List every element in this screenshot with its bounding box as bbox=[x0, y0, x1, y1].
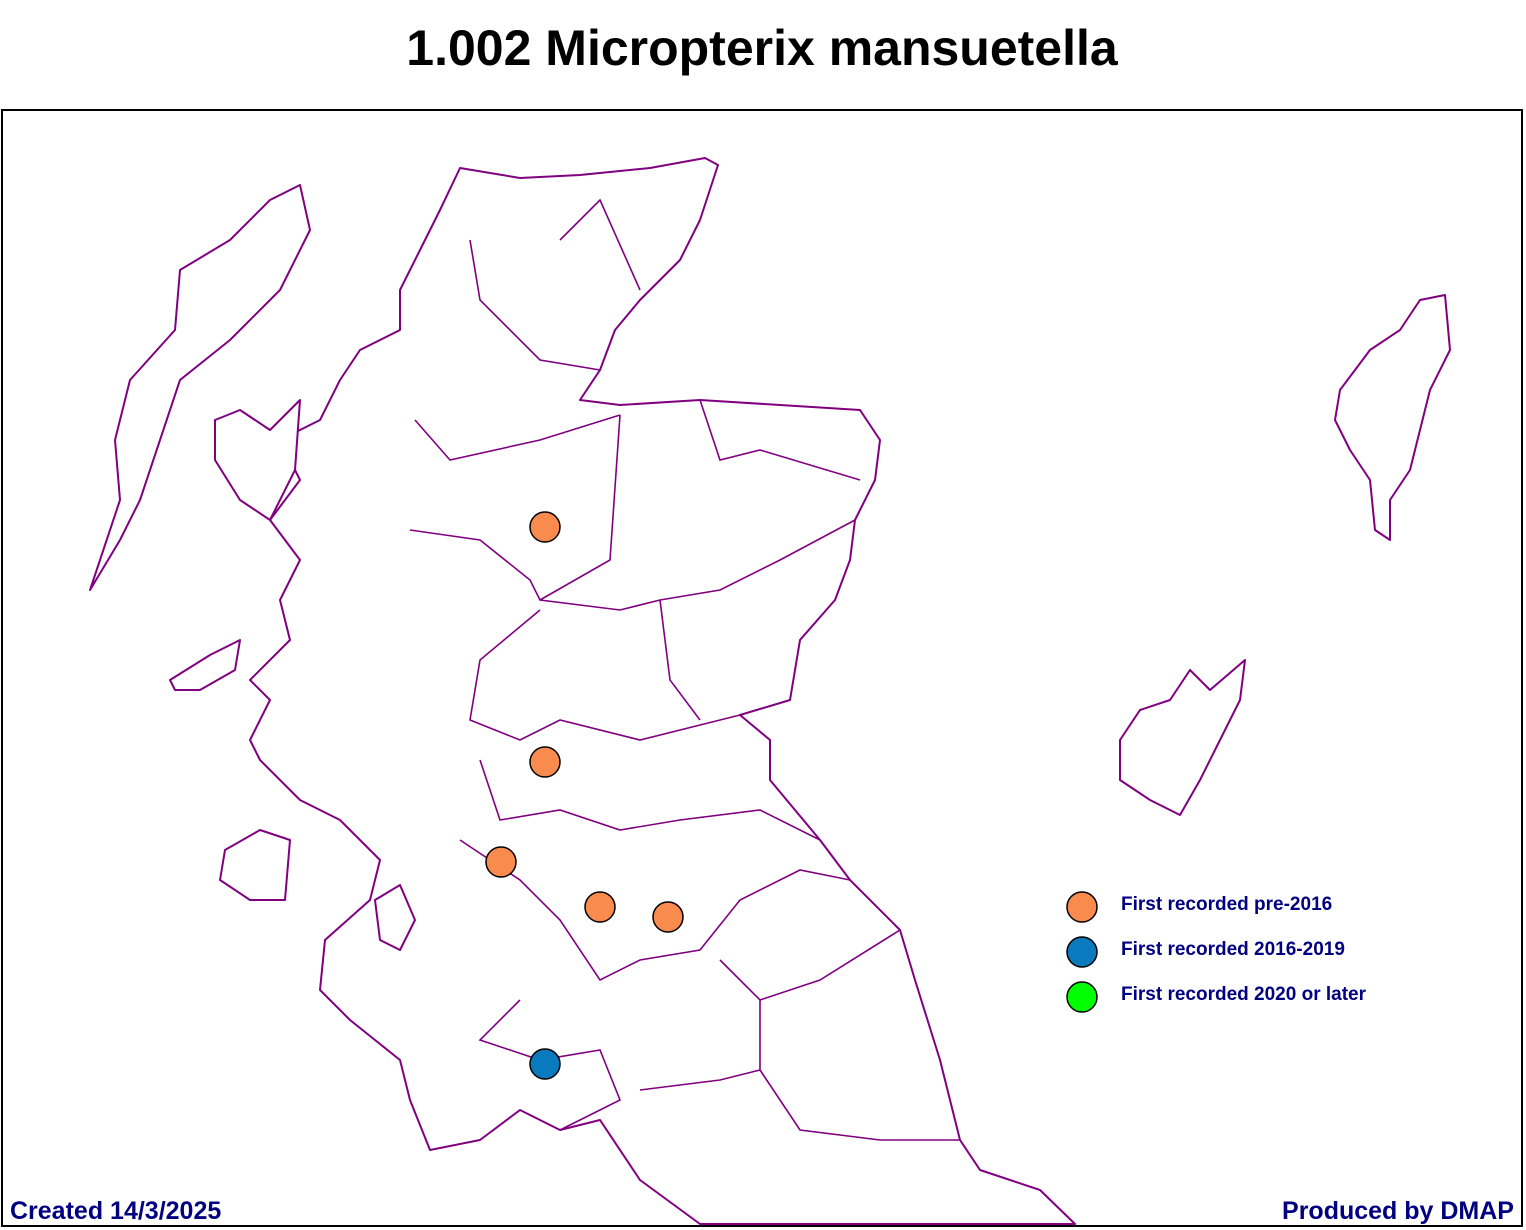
record-dot bbox=[529, 1048, 561, 1080]
skye bbox=[214, 399, 301, 521]
legend-swatch bbox=[1066, 981, 1098, 1013]
orkney bbox=[1119, 659, 1246, 816]
mainland bbox=[249, 157, 1076, 1225]
legend-swatch bbox=[1066, 936, 1098, 968]
legend-label: First recorded 2016-2019 bbox=[1121, 939, 1345, 960]
legend-swatch bbox=[1066, 891, 1098, 923]
producer-note: Produced by DMAP bbox=[1282, 1197, 1514, 1225]
arran bbox=[374, 884, 416, 951]
record-dot bbox=[529, 511, 561, 543]
islay bbox=[219, 829, 291, 901]
title: 1.002 Micropterix mansuetella bbox=[406, 20, 1119, 76]
vice-county-borders bbox=[409, 198, 960, 1141]
mull bbox=[169, 639, 241, 691]
records bbox=[485, 511, 684, 1080]
legend-label: First recorded pre-2016 bbox=[1121, 894, 1332, 915]
legend: First recorded pre-2016 First recorded 20… bbox=[1066, 891, 1367, 1013]
record-dot bbox=[584, 891, 616, 923]
outer-hebrides bbox=[89, 184, 311, 591]
created-note: Created 14/3/2025 bbox=[10, 1197, 221, 1225]
record-dot bbox=[485, 846, 517, 878]
legend-label: First recorded 2020 or later bbox=[1121, 984, 1367, 1005]
record-dot bbox=[529, 746, 561, 778]
record-dot bbox=[652, 901, 684, 933]
shetland bbox=[1334, 294, 1451, 541]
coastline bbox=[89, 157, 1451, 1225]
